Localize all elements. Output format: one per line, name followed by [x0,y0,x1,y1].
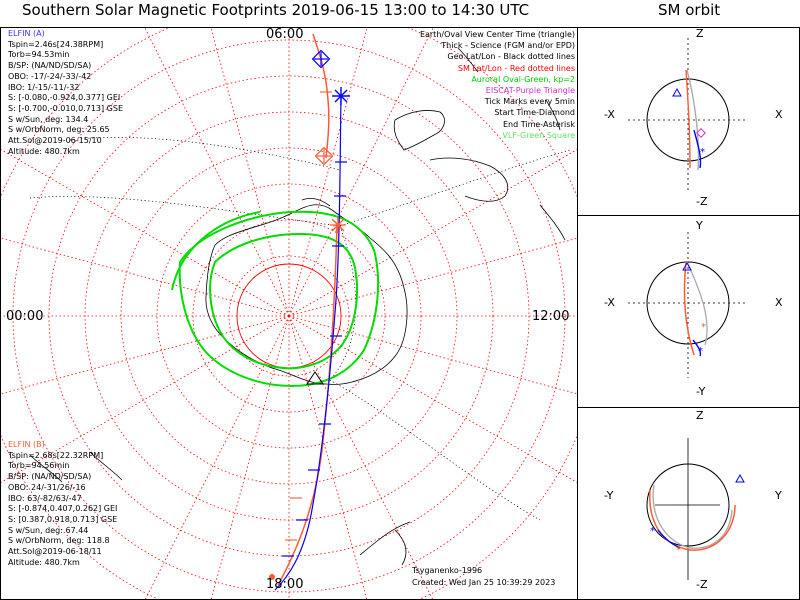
auroral-oval [171,210,380,388]
elfin-b-line: Altitude: 480.7km [8,557,80,567]
sm-panel-2-graphics: * * [628,232,748,378]
legend-item: Earth/Oval View Center Time (triangle) [419,30,575,39]
elfin-b-line: Att.Sol@2019-06-18/11 [8,547,102,557]
svg-text:*: * [698,346,703,357]
sm3-right-label: Y [775,489,782,502]
elfin-b-line: S: [-0.874,0.407,0.262] GEI [8,504,118,514]
elfin-a-line: B/SP: (NA/ND/SD/SA) [8,61,92,71]
geo-grid [29,136,571,521]
elfin-a-line: Torb=94.53min [8,50,70,60]
legend-item: VLF-Green Square [502,130,575,140]
legend-item: End Time-Asterisk [502,119,575,129]
elfin-b-track [274,95,342,591]
clock-label-right: 12:00 [532,309,570,324]
elfin-b-line: OBO: 24/-31/26/-16 [8,482,86,492]
sm3-left-label: -Y [604,489,614,502]
elfin-a-name: ELFIN (A) [8,29,45,38]
elfin-b-line: IBO: 63/-82/63/-47 [8,493,82,503]
elfin-a-line: S w/OrbNorm, deg: 25.65 [8,125,110,135]
legend-item: Thick - Science (FGM and/or EPD) [441,41,575,51]
elfin-b-line: B/SP: (NA/ND/SD/SA) [8,472,92,482]
coastlines [29,47,566,566]
elfin-b-info: ELFIN (B) Tspin=2.68s[22.32RPM] Torb=94.… [8,440,117,568]
elfin-a-ticks [285,91,332,541]
clock-label-top: 06:00 [266,27,304,42]
sm1-left-label: -X [604,108,615,121]
main-title: Southern Solar Magnetic Footprints 2019-… [22,1,530,19]
sm1-right-label: X [775,108,783,121]
legend-item: Start Time-Diamond [494,108,575,118]
elfin-a-line: Att.Sol@2019-06-15/10 [8,136,102,146]
sm2-top-label: Y [696,219,703,232]
legend-item: Auroral Oval-Green, kp=2 [471,74,575,84]
elfin-a-line: Altitude: 480.7km [8,146,80,156]
clock-label-bottom: 18:00 [266,577,304,592]
elfin-a-start-diamond [314,146,334,166]
elfin-b-line: S w/OrbNorm, deg: 118.8 [8,536,110,546]
sm1-top-label: Z [696,27,704,40]
sm2-left-label: -X [604,296,615,309]
sm3-bottom-label: -Z [696,578,708,591]
sm2-right-label: X [775,296,783,309]
elfin-b-start-diamond [311,49,331,69]
elfin-b-line: Torb=94.56min [8,461,70,471]
elfin-b-name: ELFIN (B) [8,440,45,449]
elfin-b-line: S: [0.387,0.918,0.713] GSE [8,514,118,524]
svg-text:*: * [700,147,705,158]
elfin-a-track [277,33,338,586]
view-center-triangle [306,371,324,385]
elfin-a-line: S w/Sun, deg: 134.4 [8,114,89,124]
sm-panel-1-graphics: * [628,38,748,190]
elfin-a-info: ELFIN (A) Tspin=2.46s[24.38RPM] Torb=94.… [8,29,123,157]
sm-lon-lines [1,28,577,599]
legend-item: SM Lat/Lon - Red dotted lines [457,63,575,73]
track-end-dot [269,574,275,580]
legend-item: Geo Lat/Lon - Black dotted lines [447,52,575,62]
elfin-a-line: OBO: -17/-24/-33/-42 [8,71,92,81]
legend-item: Tick Marks every 5min [484,97,575,107]
elfin-a-line: S: [-0.700,-0.010,0.713] GSE [8,103,123,113]
svg-text:*: * [676,545,681,556]
elfin-a-end-asterisk [330,217,346,233]
legend-item: EISCAT-Purple Triangle [485,86,575,96]
legend: Earth/Oval View Center Time (triangle) T… [420,29,575,141]
sm-orbit-title: SM orbit [658,1,721,19]
created-credit: Created: Wed Jan 25 10:39:29 2023 [412,578,556,587]
elfin-b-line: S w/Sun, deg: 67.44 [8,525,89,535]
svg-text:*: * [650,526,655,537]
sm-panel-3-graphics: * * [646,438,745,580]
elfin-b-ticks [282,161,347,557]
sm3-top-label: Z [696,409,704,422]
sm2-bottom-label: -Y [696,385,706,398]
model-credit: Tsyganenko-1996 [412,566,483,575]
elfin-b-line: Tspin=2.68s[22.32RPM] [8,450,104,460]
elfin-b-end-asterisk [332,87,350,105]
sm1-bottom-label: -Z [696,195,708,208]
elfin-a-line: S: [-0.080,-0.924,0.377] GEI [8,93,121,103]
elfin-a-line: IBO: 1/-15/-11/-32 [8,82,80,92]
elfin-a-line: Tspin=2.46s[24.38RPM] [8,39,104,49]
svg-text:*: * [701,322,706,333]
clock-label-left: 00:00 [6,309,44,324]
